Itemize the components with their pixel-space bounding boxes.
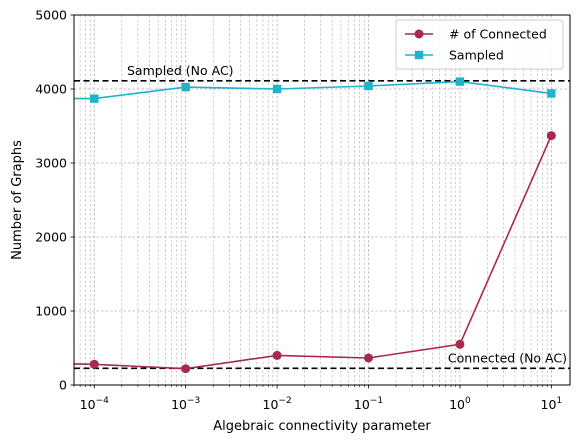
legend-marker <box>414 50 424 60</box>
x-axis-label: Algebraic connectivity parameter <box>213 419 431 434</box>
legend: # of Connected Sampled <box>395 19 564 70</box>
legend-label: Sampled <box>449 48 504 63</box>
y-tick-label: 3000 <box>35 156 67 171</box>
legend-label: # of Connected <box>449 27 547 42</box>
data-point <box>90 94 99 103</box>
y-axis-label: Number of Graphs <box>10 140 25 260</box>
legend-box <box>395 19 564 70</box>
series-layer <box>73 77 556 374</box>
y-tick-label: 5000 <box>35 8 67 23</box>
legend-marker <box>414 29 424 39</box>
data-point <box>181 364 191 374</box>
data-point <box>89 359 99 369</box>
y-tick-label: 4000 <box>35 82 67 97</box>
data-point <box>455 77 465 86</box>
data-point <box>455 339 465 349</box>
y-tick-label: 2000 <box>35 230 67 245</box>
reference-label: Sampled (No AC) <box>127 63 234 78</box>
y-tick-label: 0 <box>59 378 67 393</box>
grid <box>73 14 570 386</box>
reference-lines: Sampled (No AC) Connected (No AC) <box>74 63 570 370</box>
data-point <box>364 353 374 363</box>
plot-frame <box>73 14 571 386</box>
data-point <box>272 84 282 94</box>
y-tick-label: 1000 <box>35 304 67 319</box>
data-point <box>181 82 190 92</box>
data-point <box>547 89 556 98</box>
data-point <box>546 131 556 141</box>
data-point <box>272 350 282 360</box>
reference-label: Connected (No AC) <box>448 350 567 365</box>
data-point <box>364 81 373 91</box>
